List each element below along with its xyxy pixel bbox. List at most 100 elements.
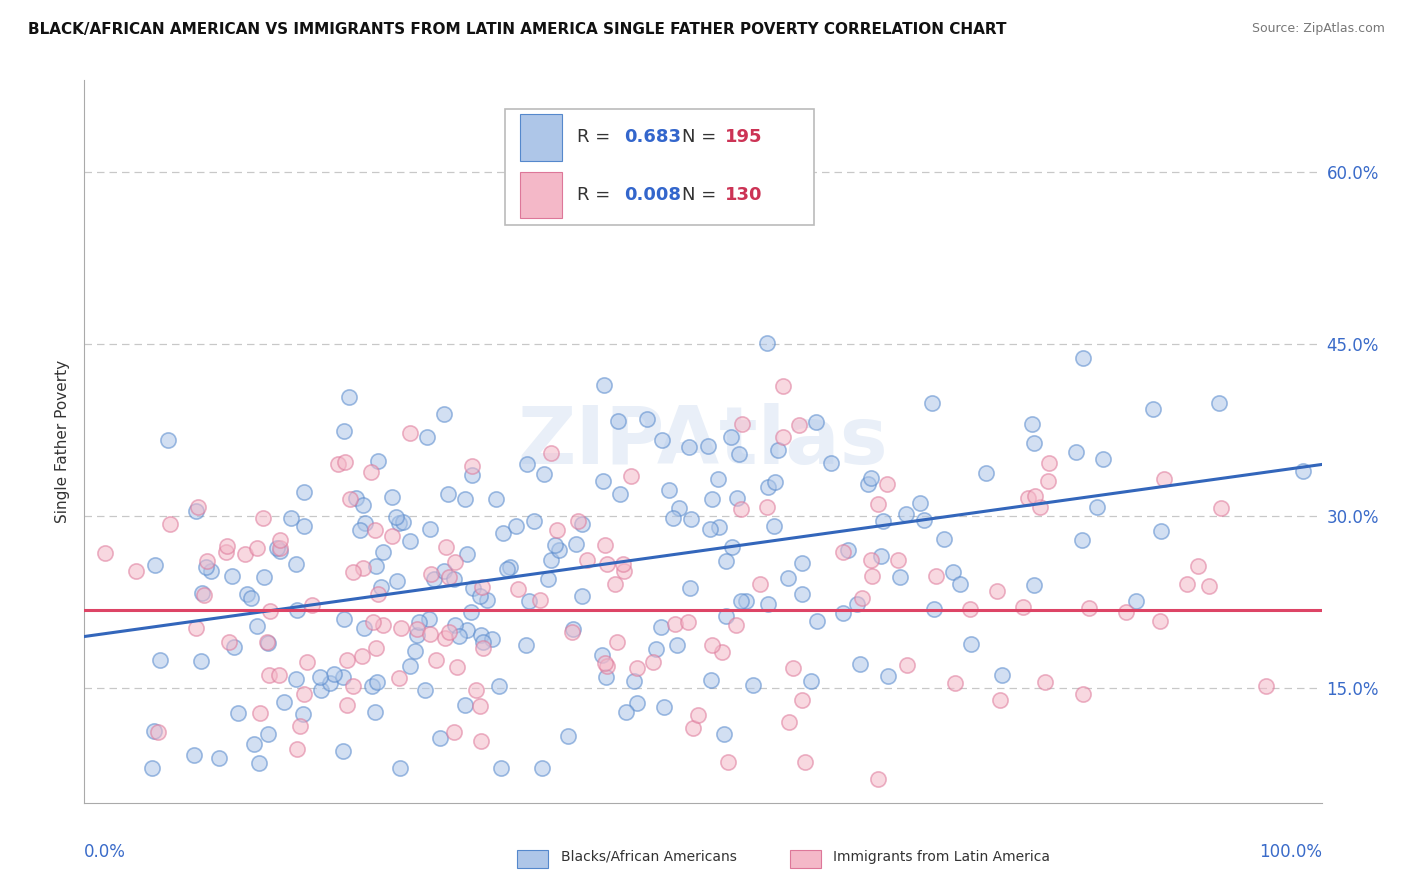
Point [146,725,169,739]
Point [200,565,222,579]
Point [233,547,256,561]
Point [285,673,308,687]
Point [921,396,943,410]
Point [419,627,441,641]
Point [405,628,427,642]
Bar [520,114,562,161]
Point [730,502,752,516]
Point [125,564,148,578]
Point [456,623,478,637]
Point [959,637,981,651]
Point [1175,576,1198,591]
Y-axis label: Single Father Poverty: Single Father Poverty [55,360,70,523]
Point [766,442,789,457]
Text: 130: 130 [725,186,763,204]
Point [706,472,728,486]
Point [292,687,315,701]
Point [666,638,689,652]
Point [567,514,589,528]
Point [195,554,218,568]
Point [859,471,882,485]
Point [664,616,686,631]
Point [419,522,441,536]
Point [591,648,613,662]
Point [949,577,972,591]
Point [1033,675,1056,690]
Point [1150,524,1173,538]
Point [505,519,527,533]
Point [499,560,522,574]
Point [454,698,477,712]
Point [792,693,814,707]
Point [1036,474,1059,488]
Point [399,426,422,441]
Point [872,515,894,529]
Point [748,576,770,591]
Point [344,491,367,506]
Point [912,513,935,527]
Point [273,695,295,709]
Point [720,430,742,444]
Point [613,564,636,578]
Point [1071,533,1094,548]
Point [350,648,373,663]
Bar [517,850,548,868]
Point [636,412,658,426]
Point [429,731,451,745]
Point [681,512,703,526]
Text: 0.683: 0.683 [624,128,681,146]
Point [339,492,361,507]
Point [772,430,794,444]
Point [470,734,492,748]
Point [756,597,779,611]
Point [381,529,404,543]
Point [506,582,529,597]
Point [468,589,491,603]
Point [145,558,167,573]
Point [425,653,447,667]
Point [195,560,218,574]
Point [218,634,240,648]
Point [606,635,628,649]
Point [361,615,384,629]
Bar [520,172,562,219]
Point [269,544,291,558]
Point [439,570,461,584]
Point [352,561,374,575]
Point [515,638,537,652]
Point [1012,600,1035,615]
Point [644,642,666,657]
Point [221,569,243,583]
Point [269,533,291,547]
Point [614,705,637,719]
Point [860,552,883,566]
Point [1115,606,1137,620]
Point [1038,456,1060,470]
Point [986,583,1008,598]
Point [141,761,163,775]
Point [662,511,685,525]
Point [477,593,499,607]
Point [489,761,512,775]
Point [593,378,616,392]
Point [730,594,752,608]
Text: Source: ZipAtlas.com: Source: ZipAtlas.com [1251,22,1385,36]
Point [257,636,280,650]
Point [388,761,411,775]
Text: 100.0%: 100.0% [1258,843,1322,861]
Point [332,744,354,758]
Point [870,549,893,563]
Point [387,574,409,589]
Point [679,581,702,595]
Point [1142,401,1164,416]
Point [682,721,704,735]
Point [217,539,239,553]
Point [860,568,883,582]
Point [959,602,981,616]
Point [620,468,643,483]
Point [336,653,359,667]
Point [654,700,676,714]
Point [465,683,488,698]
Point [849,657,872,671]
Point [184,504,207,518]
